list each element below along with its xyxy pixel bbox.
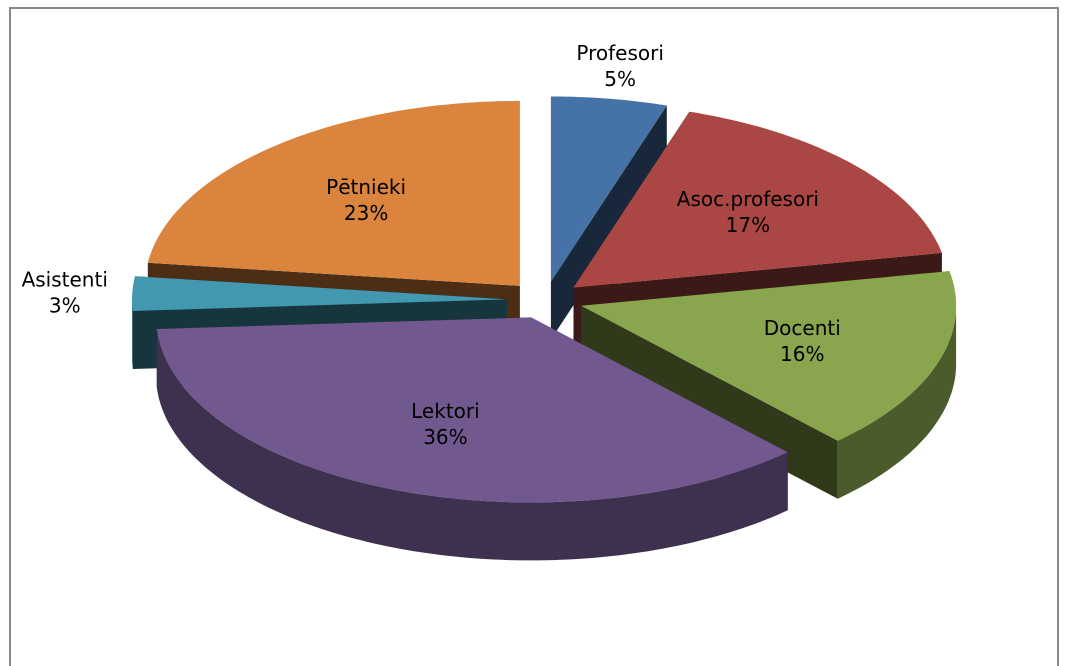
data-label: Pētnieki 23% <box>326 174 406 224</box>
data-label: Lektori 36% <box>411 399 480 449</box>
category-label: Lektori <box>411 399 480 423</box>
slice-wall <box>156 329 788 561</box>
slice-wall <box>132 299 133 369</box>
value-label: 36% <box>423 425 467 449</box>
category-label: Docenti <box>764 316 841 340</box>
value-label: 16% <box>780 342 824 366</box>
slice <box>550 96 667 282</box>
category-label: Pētnieki <box>326 174 406 198</box>
data-label: Docenti 16% <box>764 316 841 366</box>
category-label: Asoc.profesori <box>677 186 819 210</box>
value-label: 23% <box>344 200 388 224</box>
slice-wall <box>837 305 957 499</box>
category-label: Asistenti <box>22 267 108 291</box>
data-label: Asoc.profesori 17% <box>677 186 819 236</box>
slice <box>573 111 942 288</box>
value-label: 5% <box>604 66 636 90</box>
category-label: Profesori <box>576 40 664 64</box>
chart-frame <box>9 7 1059 666</box>
value-label: 3% <box>49 293 81 317</box>
data-label: Asistenti 3% <box>22 267 108 317</box>
slice <box>132 276 507 311</box>
data-label: Profesori 5% <box>576 40 664 90</box>
value-label: 17% <box>726 212 770 236</box>
slice <box>147 100 520 286</box>
slice <box>156 317 788 503</box>
slice <box>581 271 957 441</box>
